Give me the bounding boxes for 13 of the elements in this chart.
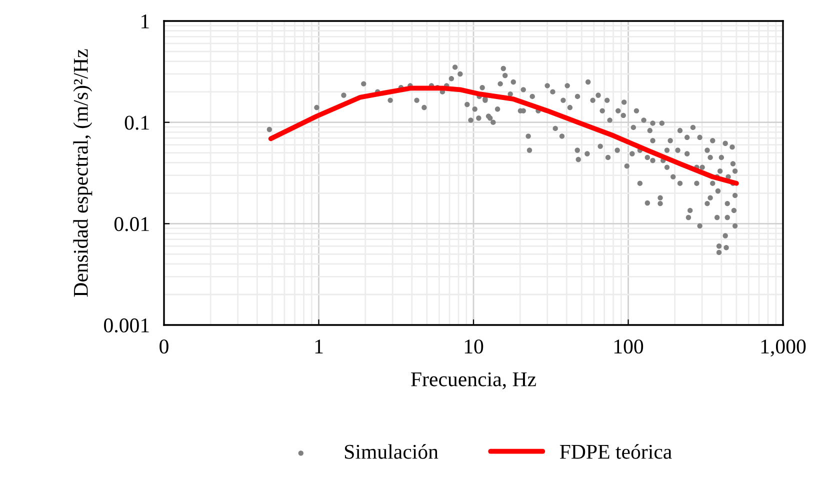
x-tick-label: 10 — [464, 339, 484, 354]
x-tick-label: 1 — [315, 340, 323, 354]
y-tick-label: 0.01 — [114, 217, 149, 232]
y-tick-label: 0.1 — [124, 116, 149, 130]
x-tick-label: 100 — [614, 339, 644, 354]
y-axis-title: Densidad espectral, (m/s)²/Hz — [73, 49, 92, 297]
x-tick-label: 1,000 — [761, 339, 806, 357]
x-tick-label: 0 — [160, 339, 168, 354]
legend-label: FDPE teórica — [560, 444, 672, 459]
y-tick-label: 0.001 — [104, 318, 149, 333]
x-axis-title: Frecuencia, Hz — [411, 372, 536, 390]
y-tick-label: 1 — [142, 14, 149, 28]
legend-label: Simulación — [344, 444, 438, 459]
